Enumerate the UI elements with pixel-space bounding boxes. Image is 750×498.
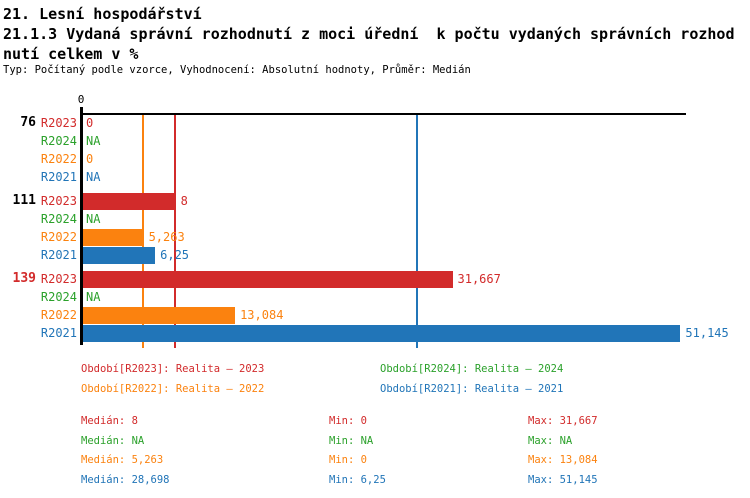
- legend-item-r2021: Období[R2021]: Realita – 2021: [380, 383, 564, 395]
- series-label: R2022: [40, 230, 77, 244]
- y-axis-line: [79, 107, 83, 345]
- series-label: R2021: [40, 170, 77, 184]
- series-label: R2022: [40, 152, 77, 166]
- series-label: R2023: [40, 116, 77, 130]
- bar-value-label: 13,084: [240, 308, 284, 322]
- x-axis-line: [79, 113, 686, 115]
- series-label: R2024: [40, 134, 77, 148]
- median-gridline-r2021: [416, 114, 419, 348]
- series-label: R2024: [40, 290, 77, 304]
- bar: [82, 192, 176, 210]
- series-label: R2021: [40, 248, 77, 262]
- bar-value-label: 8: [180, 194, 188, 208]
- bar-value-label: NA: [86, 170, 101, 184]
- indicator-meta-line: Typ: Počítaný podle vzorce, Vyhodnocení:…: [3, 64, 471, 76]
- bar-value-label: NA: [86, 290, 101, 304]
- bar: [82, 228, 144, 246]
- bar-value-label: NA: [86, 134, 101, 148]
- series-label: R2024: [40, 212, 77, 226]
- series-label: R2022: [40, 308, 77, 322]
- report-section-title: 21. Lesní hospodářství: [3, 5, 202, 23]
- stat-max-r2022: Max: 13,084: [528, 454, 598, 466]
- bar-value-label: 5,263: [148, 230, 185, 244]
- stat-max-r2021: Max: 51,145: [528, 474, 598, 486]
- stat-max-r2023: Max: 31,667: [528, 415, 598, 427]
- stat-max-r2024: Max: NA: [528, 435, 573, 447]
- group-label: 111: [12, 193, 36, 208]
- group-label: 76: [20, 115, 36, 130]
- stat-median-r2023: Medián: 8: [81, 415, 138, 427]
- series-label: R2021: [40, 326, 77, 340]
- stat-median-r2024: Medián: NA: [81, 435, 145, 447]
- indicator-title-line2: nutí celkem v %: [3, 45, 139, 63]
- series-label: R2023: [40, 194, 77, 208]
- bar: [82, 324, 681, 342]
- stat-median-r2022: Medián: 5,263: [81, 454, 164, 466]
- stat-min-r2021: Min: 6,25: [329, 474, 386, 486]
- stat-min-r2022: Min: 0: [329, 454, 367, 466]
- legend-item-r2024: Období[R2024]: Realita – 2024: [380, 363, 564, 375]
- indicator-title-line1: 21.1.3 Vydaná správní rozhodnutí z moci …: [3, 25, 735, 43]
- stat-min-r2023: Min: 0: [329, 415, 367, 427]
- legend-item-r2022: Období[R2022]: Realita – 2022: [81, 383, 265, 395]
- bar: [82, 270, 453, 288]
- bar-value-label: 51,145: [685, 326, 729, 340]
- bar-value-label: 6,25: [160, 248, 190, 262]
- bar: [82, 246, 156, 264]
- x-axis-origin-label: 0: [77, 93, 85, 106]
- bar-value-label: 0: [86, 116, 94, 130]
- group-label: 139: [12, 271, 36, 286]
- bar-value-label: 31,667: [457, 272, 501, 286]
- bar-value-label: NA: [86, 212, 101, 226]
- stat-median-r2021: Medián: 28,698: [81, 474, 170, 486]
- legend-item-r2023: Období[R2023]: Realita – 2023: [81, 363, 265, 375]
- bar-value-label: 0: [86, 152, 94, 166]
- stat-min-r2024: Min: NA: [329, 435, 374, 447]
- median-gridline-r2023: [174, 114, 177, 348]
- series-label: R2023: [40, 272, 77, 286]
- bar: [82, 306, 236, 324]
